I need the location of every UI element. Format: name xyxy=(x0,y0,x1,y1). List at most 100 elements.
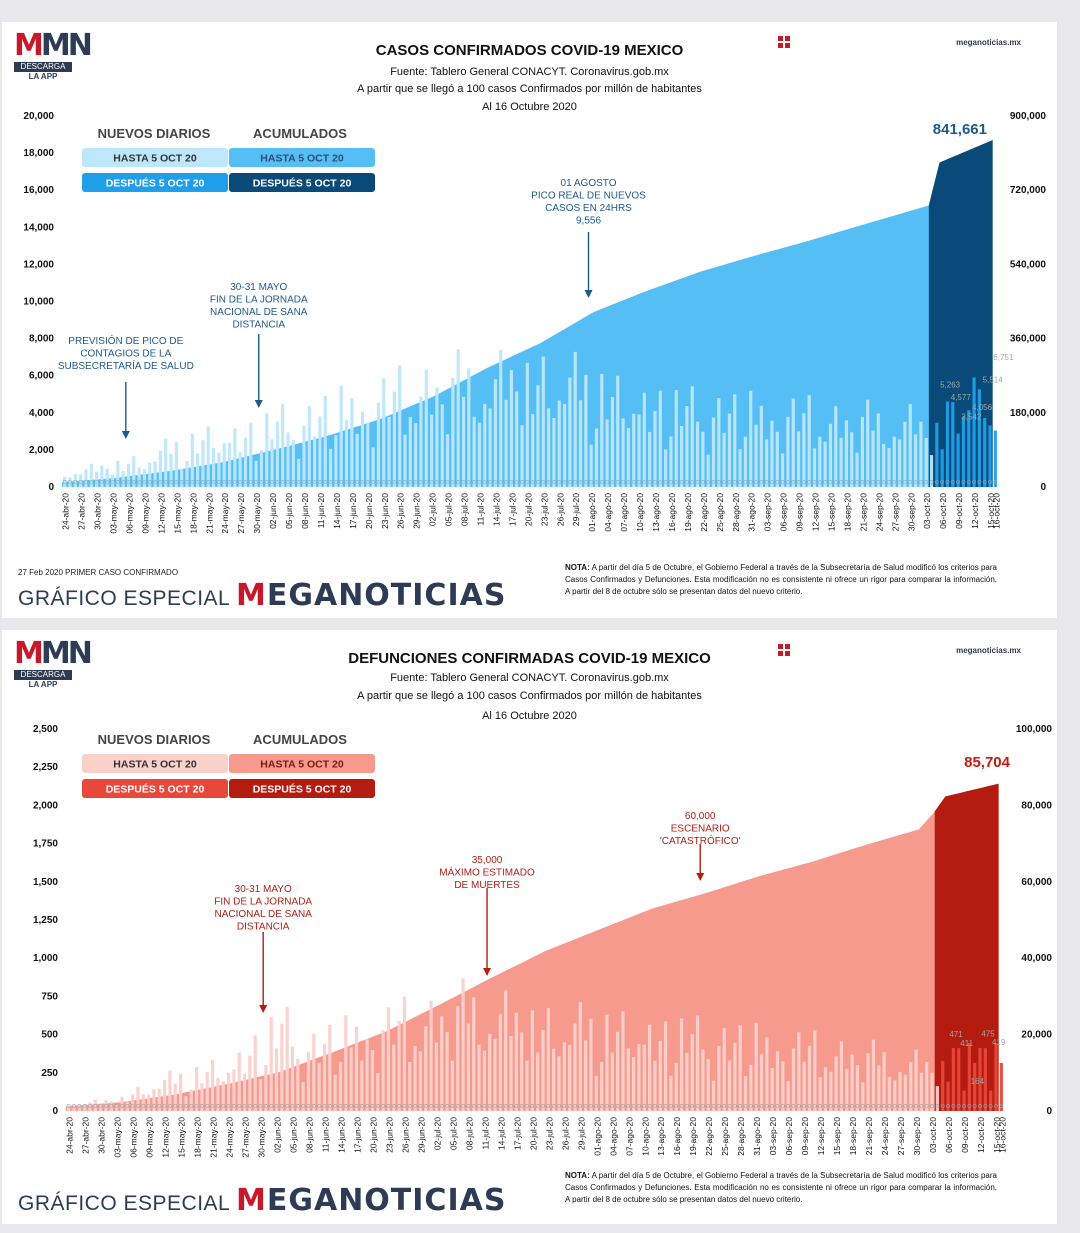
baseline-marker xyxy=(860,1104,865,1108)
baseline-marker xyxy=(711,1104,716,1108)
baseline-marker xyxy=(115,480,120,484)
x-tick-label: 21-may-20 xyxy=(204,493,214,534)
deaths-note1: A partir que se llegó a 100 casos Confir… xyxy=(357,690,702,702)
y-right-tick-label: 80,000 xyxy=(1021,800,1052,811)
daily-bar xyxy=(424,369,428,487)
x-tick-label: 09-oct-20 xyxy=(954,493,964,529)
site-url[interactable]: meganoticias.mx xyxy=(956,646,1021,655)
x-tick-label: 26-jul-20 xyxy=(560,1117,570,1150)
daily-bar xyxy=(562,403,567,487)
baseline-marker xyxy=(109,1104,114,1108)
baseline-marker xyxy=(178,1104,183,1108)
baseline-marker xyxy=(194,1104,199,1108)
daily-bar xyxy=(839,437,843,487)
daily-bar xyxy=(498,1014,502,1111)
daily-bar xyxy=(381,1030,385,1111)
daily-bar xyxy=(701,1049,705,1111)
baseline-marker xyxy=(222,480,227,484)
baseline-marker xyxy=(908,1104,913,1108)
baseline-marker xyxy=(807,480,812,484)
baseline-marker xyxy=(610,480,615,484)
daily-bar xyxy=(440,404,444,487)
daily-bar xyxy=(88,1102,92,1111)
baseline-marker xyxy=(658,480,663,484)
cumulative-area-before xyxy=(62,184,935,487)
daily-bar xyxy=(568,1044,572,1111)
baseline-marker xyxy=(88,1104,92,1108)
daily-bar xyxy=(184,1096,188,1111)
daily-bar xyxy=(504,990,508,1111)
baseline-marker xyxy=(552,480,556,484)
legend-daily-header: NUEVOS DIARIOS xyxy=(98,732,211,747)
x-tick-label: 27-abr-20 xyxy=(77,493,87,530)
baseline-marker xyxy=(583,480,588,484)
daily-bar xyxy=(647,1024,652,1111)
x-tick-label: 09-sep-20 xyxy=(795,493,805,532)
y-left-tick-label: 2,000 xyxy=(33,800,58,811)
baseline-marker xyxy=(605,1104,609,1108)
x-tick-label: 03-may-20 xyxy=(109,493,119,534)
daily-bar xyxy=(929,455,934,487)
daily-bar xyxy=(419,396,423,487)
daily-bar xyxy=(706,454,710,487)
daily-bar xyxy=(242,1074,247,1111)
daily-bar xyxy=(850,1054,854,1111)
baseline-marker xyxy=(626,1104,631,1108)
daily-bar xyxy=(530,1010,534,1111)
baseline-marker xyxy=(525,480,530,484)
baseline-marker xyxy=(658,1104,663,1108)
daily-bar xyxy=(360,1060,364,1111)
baseline-marker xyxy=(791,1104,796,1108)
baseline-marker xyxy=(215,1104,220,1108)
daily-bar xyxy=(189,1089,193,1111)
baseline-marker xyxy=(73,480,78,484)
nota-label: NOTA: xyxy=(565,563,590,572)
baseline-marker xyxy=(423,1104,428,1108)
first-case-note: 27 Feb 2020 PRIMER CASO CONFIRMADO xyxy=(18,568,179,577)
annotation-text: 35,000 xyxy=(472,855,503,866)
y-left-tick-label: 250 xyxy=(41,1068,58,1079)
cases-title: CASOS CONFIRMADOS COVID-19 MEXICO xyxy=(375,42,684,59)
baseline-marker xyxy=(732,1104,737,1108)
mn-logo[interactable]: MMN DESCARGA LA APP xyxy=(14,639,93,689)
x-tick-label: 03-oct-20 xyxy=(922,493,932,529)
daily-bar xyxy=(770,1067,774,1111)
baseline-marker xyxy=(818,1104,823,1108)
annotation-text: SUBSECRETARÍA DE SALUD xyxy=(58,359,194,372)
site-url[interactable]: meganoticias.mx xyxy=(956,38,1021,47)
baseline-marker xyxy=(956,1104,961,1108)
daily-bar xyxy=(642,1044,646,1111)
baseline-marker xyxy=(253,1104,258,1108)
y-right-tick-label: 20,000 xyxy=(1021,1030,1052,1041)
daily-bar xyxy=(290,1046,295,1111)
daily-bar xyxy=(914,1049,918,1111)
x-tick-label: 30-may-20 xyxy=(252,493,262,534)
daily-bar xyxy=(466,1023,470,1111)
x-tick-label: 05-jun-20 xyxy=(284,493,294,529)
y-left-tick-label: 4,000 xyxy=(29,408,54,419)
x-tick-label: 16-oct-20 xyxy=(997,1117,1007,1153)
baseline-marker xyxy=(557,480,562,484)
daily-bar xyxy=(376,1073,380,1111)
baseline-marker xyxy=(844,480,849,484)
x-tick-label: 15-sep-20 xyxy=(826,493,836,532)
baseline-marker xyxy=(929,480,934,484)
x-tick-label: 18-sep-20 xyxy=(848,1117,858,1156)
baseline-marker xyxy=(796,1104,801,1108)
x-tick-label: 15-may-20 xyxy=(177,1117,187,1158)
baseline-marker xyxy=(206,480,211,484)
baseline-marker xyxy=(716,480,721,484)
daily-bar xyxy=(781,1061,785,1111)
daily-bar xyxy=(706,1058,710,1111)
daily-bar xyxy=(100,465,104,487)
mn-logo[interactable]: MMN DESCARGA LA APP xyxy=(14,31,93,81)
baseline-marker xyxy=(450,480,455,484)
daily-bar xyxy=(509,370,513,487)
daily-bar xyxy=(157,1088,161,1111)
daily-bar xyxy=(594,428,599,487)
legend-daily-header: NUEVOS DIARIOS xyxy=(98,126,211,141)
daily-bar xyxy=(781,453,785,487)
baseline-marker xyxy=(466,480,471,484)
nota-text: A partir del día 5 de Octubre, el Gobier… xyxy=(565,1171,997,1204)
baseline-marker xyxy=(844,1104,849,1108)
